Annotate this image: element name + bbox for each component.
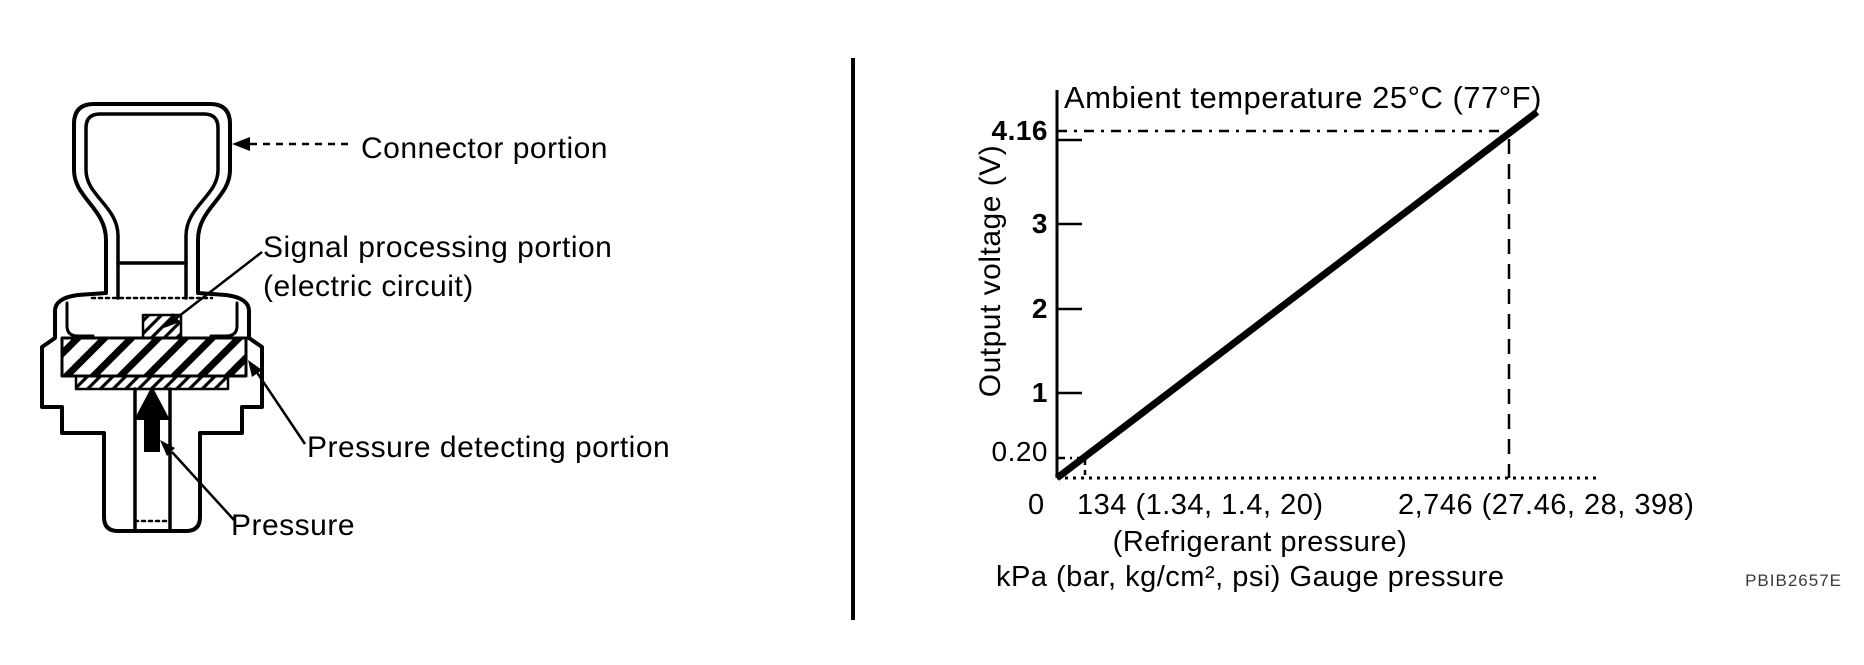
connector-leader-arrowhead (232, 137, 250, 151)
housing-crimp-right (209, 301, 239, 338)
chart-plot (1054, 90, 1599, 481)
chart-title: Ambient temperature 25°C (77°F) (1064, 80, 1542, 115)
x-tick-label-0: 0 (1028, 489, 1045, 521)
x-axis-title-line1: (Refrigerant pressure) (1112, 526, 1408, 558)
pressure-leader-arrowhead (160, 440, 175, 456)
pressure-sensor-cross-section (40, 102, 264, 533)
sensor-leader-lines (160, 137, 352, 521)
signal-leader-arrowhead (164, 313, 180, 328)
pressure-detecting-bar (60, 336, 248, 378)
detecting-leader-arrowhead (248, 360, 262, 377)
connector-portion-label: Connector portion (361, 132, 608, 165)
signal-processing-label-line1: Signal processing portion (263, 231, 613, 264)
y-axis-title: Output voltage (V) (973, 144, 1007, 398)
y-tick-label-1: 1 (1031, 377, 1048, 408)
pressure-arrow (134, 386, 170, 452)
y-tick-label-416: 4.16 (991, 115, 1048, 146)
x-tick-label-2746: 2,746 (27.46, 28, 398) (1398, 489, 1695, 521)
y-tick-label-2: 2 (1031, 293, 1048, 324)
detecting-leader-line (254, 370, 307, 445)
signal-processing-label-line2: (electric circuit) (263, 270, 474, 303)
pressure-label: Pressure (231, 509, 356, 542)
pressure-leader-line (171, 451, 235, 521)
pressure-detecting-label: Pressure detecting portion (307, 431, 671, 464)
y-tick-label-020: 0.20 (991, 436, 1048, 467)
sensor-inner-wall (84, 112, 220, 300)
x-tick-label-134: 134 (1.34, 1.4, 20) (1077, 489, 1324, 521)
signal-leader-line (173, 251, 263, 321)
figure-code: PBIB2657E (1745, 571, 1842, 590)
x-axis-title-line2: kPa (bar, kg/cm², psi) Gauge pressure (996, 561, 1505, 593)
y-tick-label-3: 3 (1031, 208, 1048, 239)
sensor-outer-outline (40, 102, 264, 533)
chart-line (1054, 109, 1540, 481)
housing-crimp-left (65, 301, 95, 338)
